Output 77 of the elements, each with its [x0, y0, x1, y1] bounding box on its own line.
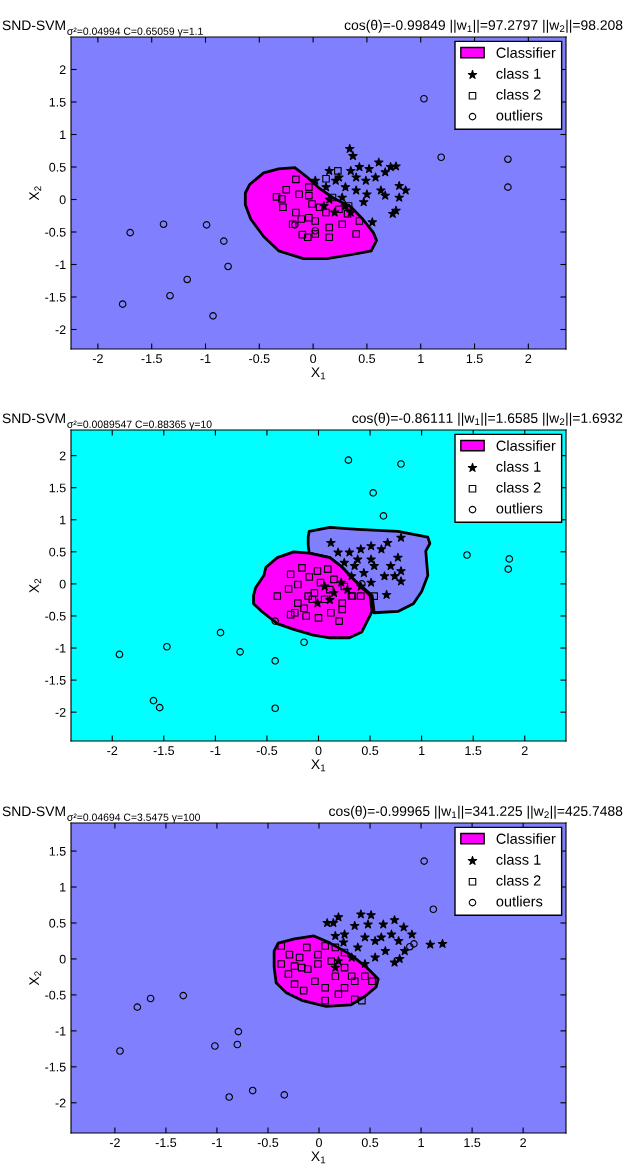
- y-tick-label: 1: [60, 515, 66, 525]
- y-tick-label: 0: [59, 954, 66, 964]
- legend-label: outliers: [496, 502, 543, 514]
- x-tick-label: 0.5: [361, 746, 379, 756]
- x-tick-label: 1: [419, 746, 425, 755]
- x-tick-label: -0.5: [249, 354, 270, 364]
- chart-subtitle: cos(θ)=-0.86111 ||w$_{1}$||=1.6585 ||w$_{2}$||=1.6932: [352, 412, 623, 426]
- y-tick-label: -1.5: [45, 676, 66, 685]
- y-tick-label: -2: [55, 707, 66, 717]
- x-tick-label: -0.5: [256, 746, 278, 756]
- y-tick-label: 1.5: [49, 846, 66, 856]
- legend-label: class 2: [496, 874, 541, 886]
- y-tick-label: -1: [55, 1026, 66, 1036]
- y-tick-label: -1: [55, 260, 66, 270]
- legend-label: outliers: [496, 895, 543, 907]
- x-tick-label: -2: [109, 1138, 120, 1147]
- x-tick-label: -1: [200, 354, 211, 363]
- x-tick-label: 1.5: [466, 354, 483, 364]
- y-tick-label: 0.5: [49, 162, 66, 172]
- y-tick-label: -0.5: [45, 611, 66, 621]
- x-tick-label: 0: [310, 354, 317, 364]
- y-tick-label: 1: [60, 130, 66, 140]
- chart-title: SND-SVMσ²=0.04994 C=0.65059 γ=1.1: [2, 20, 203, 37]
- x-tick-label: -0.5: [257, 1138, 279, 1148]
- x-tick-label: 2: [520, 1138, 526, 1147]
- x-tick-label: 0.5: [361, 1138, 379, 1148]
- y-tick-label: -0.5: [45, 227, 66, 237]
- x-tick-label: -2: [107, 746, 118, 755]
- y-tick-label: 0.5: [49, 547, 66, 557]
- chart-title: SND-SVMσ²=0.0089547 C=0.88365 γ=10: [2, 413, 212, 430]
- y-axis-title: X$_{2}$: [29, 971, 42, 986]
- legend-label: class 2: [496, 481, 541, 493]
- x-tick-label: 2: [521, 746, 528, 755]
- x-tick-label: 1.5: [465, 746, 482, 756]
- y-tick-label: 1.5: [49, 97, 66, 107]
- legend-label: Classifier: [496, 440, 556, 451]
- legend-label: outliers: [496, 109, 543, 121]
- y-tick-label: 1: [60, 882, 66, 892]
- y-tick-label: 0.5: [49, 918, 66, 928]
- legend-label: Classifier: [496, 833, 556, 844]
- x-tick-label: -1: [211, 1138, 222, 1147]
- x-tick-label: 1.5: [464, 1138, 481, 1148]
- y-tick-label: -2: [55, 325, 66, 335]
- x-tick-label: 2: [525, 354, 532, 363]
- y-tick-label: -2: [55, 1098, 66, 1108]
- x-tick-label: 0: [315, 746, 322, 756]
- x-tick-label: -1.5: [141, 354, 162, 364]
- y-axis-title: X$_{2}$: [29, 186, 42, 201]
- x-tick-label: -1: [210, 746, 221, 755]
- legend-label: class 2: [496, 88, 541, 100]
- x-tick-label: -1.5: [153, 746, 175, 756]
- y-tick-label: -1.5: [45, 292, 66, 302]
- x-tick-label: 1: [418, 1138, 424, 1147]
- y-axis-title: X$_{2}$: [29, 578, 42, 593]
- y-tick-label: -1: [55, 643, 66, 653]
- legend-label: Classifier: [496, 47, 556, 58]
- chart-subtitle: cos(θ)=-0.99849 ||w$_{1}$||=97.2797 ||w$_{2}$||=98.208: [344, 19, 623, 33]
- y-tick-label: 2: [59, 65, 66, 75]
- x-tick-label: -1.5: [155, 1138, 177, 1148]
- x-axis-title: X$_{1}$: [311, 367, 326, 380]
- chart-subtitle: cos(θ)=-0.99965 ||w$_{1}$||=341.225 ||w$_{2}$||=425.7488: [329, 805, 623, 819]
- legend-label: class 1: [496, 68, 541, 79]
- y-tick-label: -1.5: [45, 1062, 66, 1072]
- chart-title: SND-SVMσ²=0.04694 C=3.5475 γ=100: [2, 806, 201, 823]
- y-tick-label: 0: [59, 195, 66, 205]
- y-tick-label: 2: [59, 451, 66, 461]
- y-tick-label: 0: [59, 579, 66, 589]
- x-tick-label: 1: [418, 354, 424, 363]
- legend-label: class 1: [496, 854, 541, 865]
- y-tick-label: 1.5: [49, 483, 66, 493]
- legend-label: class 1: [496, 461, 541, 472]
- x-tick-label: -2: [92, 354, 103, 363]
- x-axis-title: X$_{1}$: [311, 1151, 326, 1164]
- x-axis-title: X$_{1}$: [311, 759, 326, 772]
- x-tick-label: 0.5: [358, 354, 376, 364]
- x-tick-label: 0: [316, 1138, 322, 1148]
- y-tick-label: -0.5: [45, 990, 66, 1000]
